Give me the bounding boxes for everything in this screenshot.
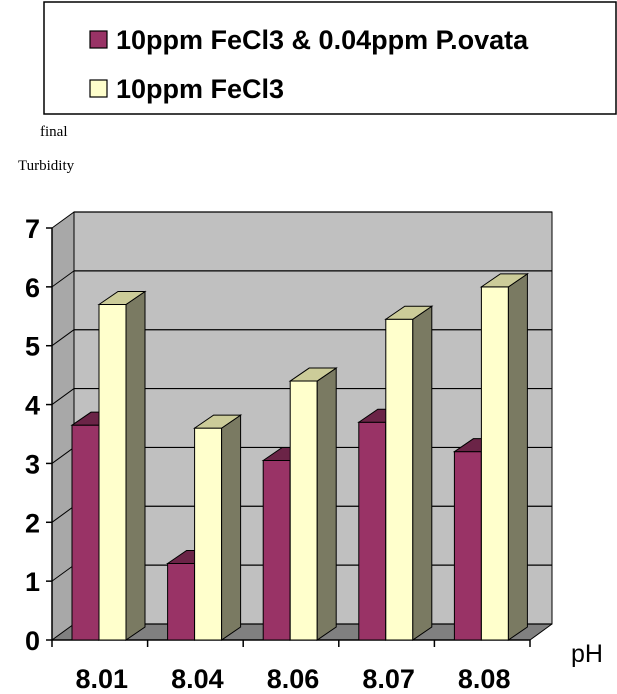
bar-2-top [97, 291, 147, 306]
bar-2-top [479, 273, 530, 288]
gridline-side [51, 564, 75, 582]
bar-1-front [262, 459, 291, 641]
bar-2-side [412, 305, 433, 641]
bar-2-front [289, 380, 318, 641]
bar-2-front [194, 427, 223, 641]
bar-2-front [385, 318, 414, 641]
gridline-side [51, 329, 75, 347]
gridline-side [51, 388, 75, 405]
x-tick-label: 8.07 [362, 664, 415, 694]
bar-2-top [192, 414, 243, 429]
legend: 10ppm FeCl3 & 0.04ppm P.ovata 10ppm FeCl… [43, 1, 617, 115]
bar-1-front [167, 562, 196, 641]
y-tick-label: 3 [25, 449, 40, 479]
y-tick-label: 1 [25, 567, 40, 597]
legend-label-series-2: 10ppm FeCl3 [116, 74, 284, 104]
y-tick-label: 5 [25, 332, 40, 362]
bar-2-side [125, 290, 146, 641]
x-axis-label: pH [571, 640, 603, 668]
y-tick-label: 4 [25, 391, 40, 421]
floor-edge [529, 623, 553, 641]
y-tick-label: 2 [25, 508, 40, 538]
bar-1-front [358, 421, 387, 641]
bar-2-side [507, 272, 528, 641]
gridline-side [51, 505, 75, 523]
legend-label-series-1: 10ppm FeCl3 & 0.04ppm P.ovata [116, 25, 529, 55]
gridline-side [51, 623, 75, 641]
bar-1-front [453, 451, 482, 641]
gridline-side [51, 447, 75, 464]
bar-1-front [71, 424, 100, 641]
legend-swatch-series-2 [89, 79, 108, 98]
legend-box [43, 1, 617, 115]
y-axis-label-line-1: final [40, 124, 68, 140]
x-tick-label: 8.01 [76, 664, 129, 694]
bar-2-front [480, 286, 509, 641]
y-tick-label: 6 [25, 273, 40, 303]
x-tick-label: 8.06 [267, 664, 320, 694]
gridline-side [51, 211, 75, 229]
bar-2-side [316, 367, 337, 641]
y-axis-label-line-2: Turbidity [18, 158, 75, 174]
plot-area: 0 1 2 3 4 5 6 7 8.01 8.04 8.06 8.07 8.08 [25, 211, 553, 694]
y-tick-label: 0 [25, 626, 40, 656]
bar-2-top [384, 305, 434, 320]
bar-2-side [221, 414, 242, 641]
bar-2-top [288, 367, 338, 382]
bar-2-front [98, 304, 127, 641]
legend-swatch-series-1 [89, 30, 108, 49]
x-tick-label: 8.04 [171, 664, 224, 694]
x-tick-label: 8.08 [458, 664, 511, 694]
side-wall [52, 212, 74, 640]
gridline-side [51, 270, 75, 288]
y-tick-label: 7 [25, 214, 40, 244]
